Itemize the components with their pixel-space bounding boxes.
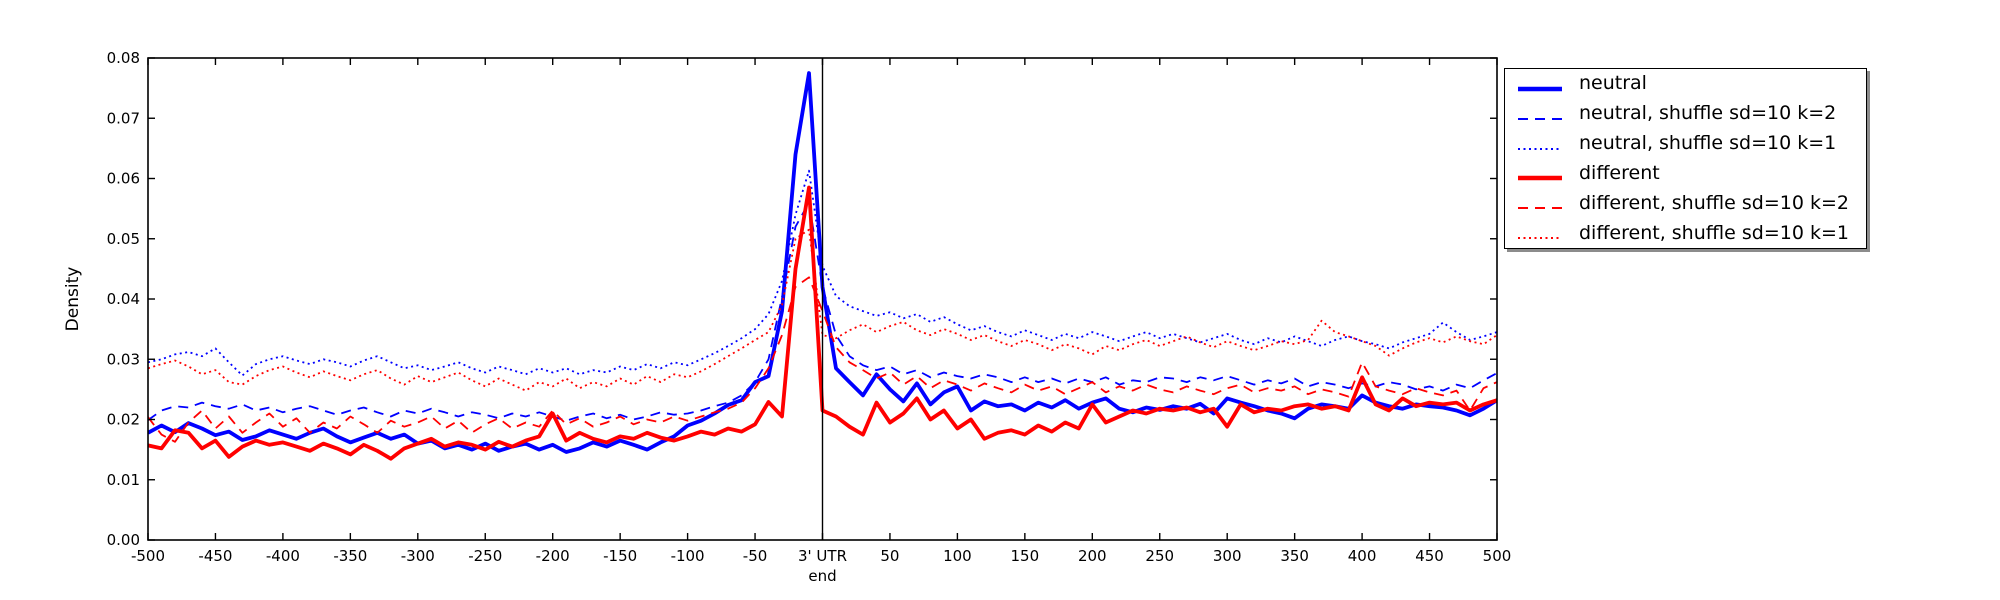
x-tick-label: 250: [1145, 547, 1174, 565]
x-tick-label: 300: [1213, 547, 1242, 565]
x-tick-label: -450: [198, 547, 232, 565]
legend-line-sample: [1517, 79, 1563, 92]
y-tick-label: 0.06: [107, 170, 140, 188]
x-tick-label: 50: [880, 547, 899, 565]
x-tick-label: -200: [536, 547, 570, 565]
y-tick-label: 0.02: [107, 411, 140, 429]
x-tick-label: 100: [943, 547, 972, 565]
series-line-5: [148, 228, 1497, 392]
x-tick-label: -250: [468, 547, 502, 565]
x-tick-label: 350: [1280, 547, 1309, 565]
y-tick-label: 0.00: [107, 531, 140, 549]
legend-line-sample: [1517, 228, 1563, 240]
legend-label: different, shuffle sd=10 k=2: [1579, 191, 1849, 214]
x-tick-label: -350: [333, 547, 367, 565]
legend-label: different, shuffle sd=10 k=1: [1579, 221, 1849, 244]
legend-item: different, shuffle sd=10 k=2: [1505, 189, 1866, 218]
legend-line-sample: [1517, 139, 1563, 150]
x-tick-label: -50: [743, 547, 768, 565]
y-tick-label: 0.01: [107, 471, 140, 489]
x-tick-label: 150: [1011, 547, 1040, 565]
x-tick-label: 500: [1483, 547, 1512, 565]
x-tick-label: 3' UTR: [798, 547, 847, 565]
legend-line-sample: [1517, 198, 1563, 210]
legend-item: different: [1505, 159, 1866, 188]
y-tick-label: 0.03: [107, 350, 140, 368]
legend-line-sample: [1517, 168, 1563, 181]
x-tick-label: -500: [131, 547, 165, 565]
y-axis-label: Density: [63, 267, 83, 332]
y-tick-label: 0.04: [107, 290, 140, 308]
x-tick-label: 200: [1078, 547, 1107, 565]
legend-item: neutral, shuffle sd=10 k=1: [1505, 129, 1866, 158]
legend-label: neutral, shuffle sd=10 k=2: [1579, 102, 1837, 125]
legend-item: different, shuffle sd=10 k=1: [1505, 219, 1866, 248]
x-tick-label: 400: [1348, 547, 1377, 565]
x-tick-label: 450: [1415, 547, 1444, 565]
legend-label: neutral, shuffle sd=10 k=1: [1579, 132, 1837, 155]
x-tick-label: end: [808, 567, 836, 585]
x-tick-label: -150: [603, 547, 637, 565]
y-tick-label: 0.08: [107, 49, 140, 67]
legend-label: different: [1579, 161, 1660, 184]
legend-line-sample: [1517, 109, 1563, 120]
y-tick-label: 0.07: [107, 109, 140, 127]
x-tick-label: -400: [266, 547, 300, 565]
legend-item: neutral: [1505, 69, 1866, 98]
legend-label: neutral: [1579, 72, 1647, 95]
legend-item: neutral, shuffle sd=10 k=2: [1505, 99, 1866, 128]
x-tick-label: -300: [401, 547, 435, 565]
legend: neutral neutral, shuffle sd=10 k=2 neutral…: [1504, 68, 1867, 249]
y-tick-label: 0.05: [107, 230, 140, 248]
x-tick-label: -100: [671, 547, 705, 565]
